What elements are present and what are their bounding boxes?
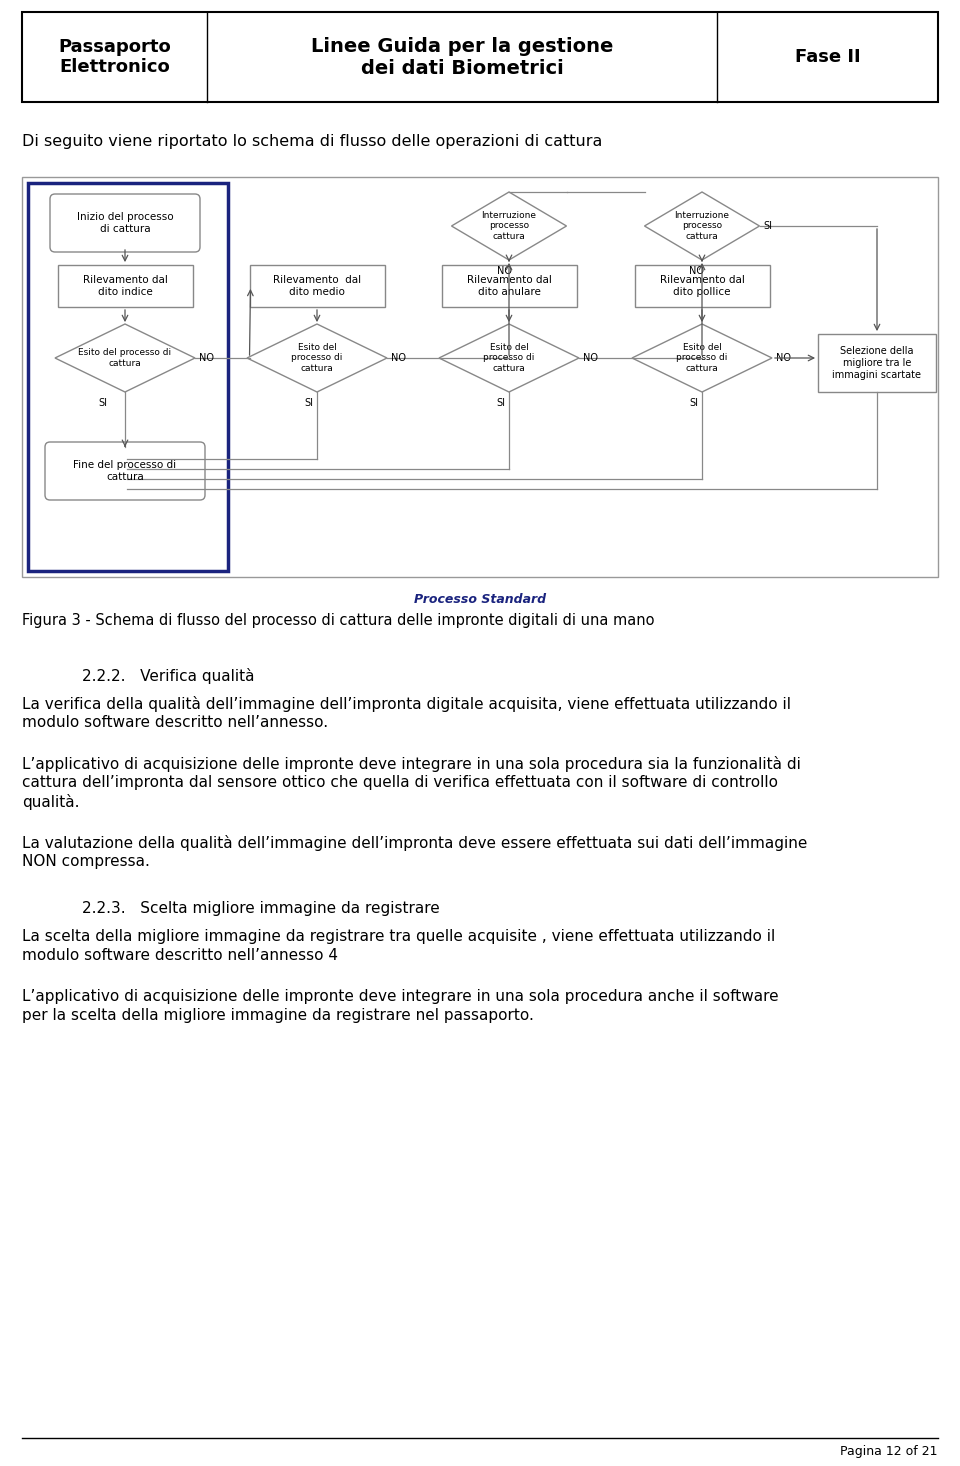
Text: qualità.: qualità.: [22, 795, 80, 811]
Polygon shape: [55, 324, 195, 391]
Text: Di seguito viene riportato lo schema di flusso delle operazioni di cattura: Di seguito viene riportato lo schema di …: [22, 133, 602, 150]
FancyBboxPatch shape: [58, 265, 193, 306]
Text: SI: SI: [304, 397, 314, 408]
Text: NO: NO: [496, 265, 512, 276]
Text: Rilevamento dal
dito pollice: Rilevamento dal dito pollice: [660, 276, 744, 296]
Text: Figura 3 - Schema di flusso del processo di cattura delle impronte digitali di u: Figura 3 - Schema di flusso del processo…: [22, 613, 655, 627]
Text: Interruzione
processo
cattura: Interruzione processo cattura: [675, 211, 730, 240]
FancyBboxPatch shape: [22, 12, 938, 103]
Text: SI: SI: [763, 221, 773, 232]
Text: Inizio del processo
di cattura: Inizio del processo di cattura: [77, 213, 174, 233]
Text: La verifica della qualità dell’immagine dell’impronta digitale acquisita, viene : La verifica della qualità dell’immagine …: [22, 696, 791, 712]
Text: L’applicativo di acquisizione delle impronte deve integrare in una sola procedur: L’applicativo di acquisizione delle impr…: [22, 990, 779, 1004]
Polygon shape: [247, 324, 387, 391]
Text: modulo software descritto nell’annesso.: modulo software descritto nell’annesso.: [22, 715, 328, 730]
FancyBboxPatch shape: [635, 265, 770, 306]
Text: Rilevamento  dal
dito medio: Rilevamento dal dito medio: [273, 276, 361, 296]
Text: Rilevamento dal
dito indice: Rilevamento dal dito indice: [83, 276, 167, 296]
Text: L’applicativo di acquisizione delle impronte deve integrare in una sola procedur: L’applicativo di acquisizione delle impr…: [22, 756, 801, 773]
Text: Passaporto
Elettronico: Passaporto Elettronico: [59, 38, 171, 76]
Text: Interruzione
processo
cattura: Interruzione processo cattura: [482, 211, 537, 240]
FancyBboxPatch shape: [50, 194, 200, 252]
Text: Fine del processo di
cattura: Fine del processo di cattura: [73, 460, 177, 482]
Text: Linee Guida per la gestione
dei dati Biometrici: Linee Guida per la gestione dei dati Bio…: [311, 37, 613, 78]
Text: cattura dell’impronta dal sensore ottico che quella di verifica effettuata con i: cattura dell’impronta dal sensore ottico…: [22, 776, 778, 790]
Polygon shape: [451, 192, 566, 259]
Text: La valutazione della qualità dell’immagine dell’impronta deve essere effettuata : La valutazione della qualità dell’immagi…: [22, 836, 807, 850]
Text: Processo Standard: Processo Standard: [414, 594, 546, 605]
Text: NO: NO: [776, 353, 791, 364]
Text: SI: SI: [99, 397, 108, 408]
Text: SI: SI: [689, 397, 699, 408]
Text: Esito del
processo di
cattura: Esito del processo di cattura: [291, 343, 343, 372]
Polygon shape: [644, 192, 759, 259]
Text: SI: SI: [496, 397, 506, 408]
Text: 2.2.3.   Scelta migliore immagine da registrare: 2.2.3. Scelta migliore immagine da regis…: [82, 902, 440, 916]
FancyBboxPatch shape: [28, 183, 228, 570]
Text: NO: NO: [689, 265, 705, 276]
Polygon shape: [632, 324, 772, 391]
Text: NO: NO: [391, 353, 406, 364]
Text: La scelta della migliore immagine da registrare tra quelle acquisite , viene eff: La scelta della migliore immagine da reg…: [22, 929, 776, 944]
Text: per la scelta della migliore immagine da registrare nel passaporto.: per la scelta della migliore immagine da…: [22, 1009, 534, 1023]
FancyBboxPatch shape: [818, 334, 936, 391]
Text: Esito del
processo di
cattura: Esito del processo di cattura: [676, 343, 728, 372]
Text: NO: NO: [199, 353, 214, 364]
Text: Selezione della
migliore tra le
immagini scartate: Selezione della migliore tra le immagini…: [832, 346, 922, 380]
Text: Fase II: Fase II: [795, 48, 860, 66]
Text: Esito del
processo di
cattura: Esito del processo di cattura: [483, 343, 535, 372]
FancyBboxPatch shape: [442, 265, 577, 306]
Polygon shape: [439, 324, 579, 391]
Text: 2.2.2.   Verifica qualità: 2.2.2. Verifica qualità: [82, 668, 254, 685]
Text: NO: NO: [583, 353, 598, 364]
Text: Esito del processo di
cattura: Esito del processo di cattura: [79, 349, 172, 368]
Text: NON compressa.: NON compressa.: [22, 855, 150, 869]
FancyBboxPatch shape: [22, 177, 938, 578]
FancyBboxPatch shape: [45, 443, 205, 500]
Text: Pagina 12 of 21: Pagina 12 of 21: [841, 1445, 938, 1459]
Text: Rilevamento dal
dito anulare: Rilevamento dal dito anulare: [467, 276, 551, 296]
FancyBboxPatch shape: [250, 265, 385, 306]
Text: modulo software descritto nell’annesso 4: modulo software descritto nell’annesso 4: [22, 949, 338, 963]
